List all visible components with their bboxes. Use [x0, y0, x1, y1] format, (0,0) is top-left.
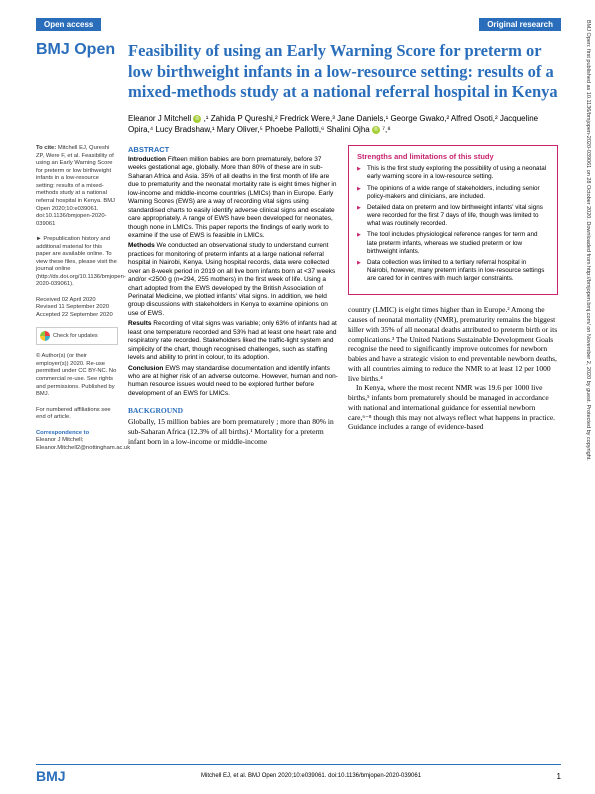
article-title: Feasibility of using an Early Warning Sc…: [128, 41, 561, 103]
accepted-date: Accepted 22 September 2020: [36, 312, 118, 320]
abstract-heading: ABSTRACT: [128, 145, 338, 155]
crossmark-icon: [40, 331, 50, 341]
affiliation-note: For numbered affiliations see end of art…: [36, 407, 118, 422]
background-p3: In Kenya, where the most recent NMR was …: [348, 383, 558, 432]
strengths-box: Strengths and limitations of this study …: [348, 145, 558, 295]
revised-date: Revised 11 September 2020: [36, 304, 118, 312]
background-p1: Globally, 15 million babies are born pre…: [128, 417, 334, 446]
sidebar: To cite: Mitchell EJ, Qureshi ZP, Were F…: [36, 145, 118, 452]
footer-citation: Mitchell EJ, et al. BMJ Open 2020;10:e03…: [201, 773, 421, 779]
background-p2: country (LMIC) is eight times higher tha…: [348, 305, 558, 383]
methods-text: We conducted an observational study to u…: [128, 242, 335, 317]
strengths-item: The opinions of a wide range of stakehol…: [357, 185, 549, 201]
check-updates-label: Check for updates: [53, 333, 98, 340]
open-access-badge: Open access: [36, 18, 101, 31]
copyright-side-text: BMJ Open: first published as 10.1136/bmj…: [569, 20, 591, 780]
intro-label: Introduction: [128, 156, 166, 163]
right-column: Strengths and limitations of this study …: [348, 145, 558, 452]
strengths-item: The tool includes physiological referenc…: [357, 231, 549, 256]
page-number: 1: [557, 772, 561, 781]
intro-text: Fifteen million babies are born prematur…: [128, 156, 336, 239]
conclusion-label: Conclusion: [128, 365, 163, 372]
strengths-title: Strengths and limitations of this study: [357, 152, 549, 161]
strengths-item: Data collection was limited to a tertiar…: [357, 259, 549, 284]
results-label: Results: [128, 320, 151, 327]
strengths-item: This is the first study exploring the po…: [357, 165, 549, 181]
page-footer: BMJ Mitchell EJ, et al. BMJ Open 2020;10…: [36, 764, 561, 784]
check-updates-button[interactable]: Check for updates: [36, 327, 118, 345]
results-text: Recording of vital signs was variable; o…: [128, 320, 337, 361]
journal-name: BMJ Open: [36, 41, 128, 59]
strengths-item: Detailed data on preterm and low birthwe…: [357, 204, 549, 229]
correspondence-text: Eleanor J Mitchell; Eleanor.Mitchell2@no…: [36, 437, 130, 451]
abstract-column: ABSTRACT Introduction Fifteen million ba…: [128, 145, 338, 452]
license-text: © Author(s) (or their employer(s)) 2020.…: [36, 353, 118, 398]
methods-label: Methods: [128, 242, 155, 249]
correspondence-label: Correspondence to: [36, 430, 118, 438]
pub-history: ► Prepublication history and additional …: [36, 236, 118, 289]
background-heading: BACKGROUND: [128, 406, 338, 416]
author-list: Eleanor J Mitchell ® ,¹ Zahida P Qureshi…: [128, 113, 561, 135]
cite-text: Mitchell EJ, Qureshi ZP, Were F, et al. …: [36, 145, 115, 226]
bmj-logo: BMJ: [36, 768, 66, 784]
received-date: Received 02 April 2020: [36, 297, 118, 305]
article-type-badge: Original research: [479, 18, 561, 31]
cite-label: To cite:: [36, 145, 56, 151]
